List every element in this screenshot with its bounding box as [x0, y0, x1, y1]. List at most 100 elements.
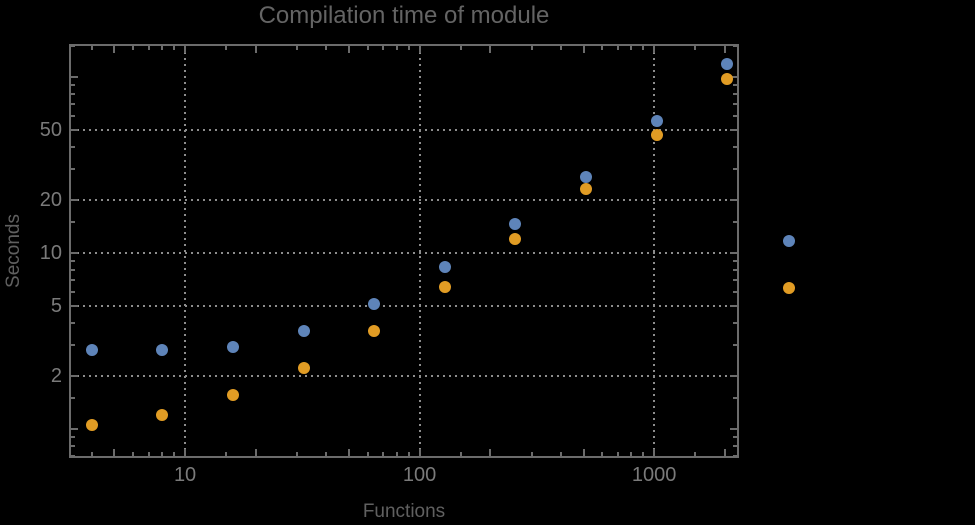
x-tick-bottom — [694, 452, 697, 456]
data-point-series-1-x2048 — [721, 58, 734, 71]
data-point-series-2-x512 — [579, 183, 592, 196]
x-tick-bottom — [254, 449, 257, 456]
data-point-series-1-x512 — [579, 170, 592, 183]
plot-frame — [69, 44, 739, 458]
x-tick-bottom — [407, 452, 410, 456]
x-tick-top — [382, 46, 385, 50]
x-tick-top — [630, 46, 633, 50]
y-tick-right — [733, 167, 737, 170]
x-tick-bottom — [582, 449, 585, 456]
x-tick-bottom — [395, 452, 398, 456]
y-tick-right — [733, 321, 737, 324]
x-tick-top — [348, 46, 350, 53]
x-tick-bottom — [382, 452, 385, 456]
data-point-series-2-x32 — [297, 362, 310, 375]
y-tick-right — [733, 268, 737, 271]
gridline-y-2 — [71, 374, 737, 377]
y-tick-right — [733, 220, 737, 223]
x-tick-top — [418, 46, 421, 53]
y-tick-right — [730, 374, 737, 377]
data-point-series-1-x128 — [438, 260, 451, 273]
data-point-series-1-x8 — [156, 343, 169, 356]
gridline-y-20 — [71, 198, 737, 201]
x-tick-bottom — [366, 452, 369, 456]
x-tick-bottom — [418, 449, 421, 456]
y-tick-right — [733, 84, 737, 86]
x-tick-top — [616, 46, 619, 50]
y-tick-left — [71, 198, 78, 201]
y-tick-right — [733, 343, 737, 346]
y-tick-right — [733, 45, 737, 47]
y-tick-left — [71, 374, 78, 377]
y-tick-right — [730, 198, 737, 201]
x-axis-label: Functions — [362, 501, 446, 522]
data-point-series-1-x256 — [509, 218, 522, 231]
x-tick-bottom — [530, 452, 533, 456]
data-point-series-2-x64 — [368, 324, 381, 337]
x-tick-top — [642, 46, 645, 50]
x-tick-label-100: 100 — [402, 464, 437, 486]
y-tick-right — [733, 259, 737, 262]
x-tick-top — [147, 46, 150, 50]
x-tick-bottom — [630, 452, 633, 456]
x-tick-label-10: 10 — [173, 464, 197, 486]
x-tick-top — [295, 46, 298, 50]
x-tick-top — [161, 46, 164, 50]
y-tick-right — [730, 251, 737, 254]
data-point-series-1-x16 — [226, 341, 239, 354]
x-tick-bottom — [147, 452, 150, 456]
y-tick-left — [71, 167, 75, 170]
y-tick-left — [71, 321, 75, 324]
y-tick-left — [71, 145, 75, 148]
x-tick-bottom — [348, 449, 350, 456]
x-tick-top — [694, 46, 697, 50]
x-tick-bottom — [132, 452, 135, 456]
x-tick-top — [225, 46, 228, 50]
x-tick-top — [459, 46, 462, 50]
y-tick-left — [71, 75, 78, 78]
x-tick-top — [113, 46, 116, 53]
x-tick-top — [601, 46, 604, 50]
data-point-series-2-x16 — [226, 389, 239, 402]
x-tick-bottom — [723, 449, 726, 456]
y-tick-right — [730, 75, 737, 78]
data-point-series-2-x2048 — [721, 73, 734, 86]
data-point-series-2-x128 — [438, 280, 451, 293]
x-tick-top — [173, 46, 176, 50]
y-tick-left — [71, 304, 78, 307]
x-tick-bottom — [559, 452, 562, 456]
x-tick-bottom — [173, 452, 176, 456]
gridline-y-10 — [71, 251, 737, 254]
y-tick-label-10: 10 — [39, 241, 62, 264]
y-tick-right — [730, 427, 737, 430]
x-tick-top — [530, 46, 533, 50]
x-tick-bottom — [653, 449, 656, 456]
y-tick-left — [71, 343, 75, 346]
gridline-x-10 — [184, 46, 187, 456]
x-tick-bottom — [601, 452, 604, 456]
y-tick-left — [71, 103, 75, 106]
data-point-series-1-x64 — [368, 298, 381, 311]
y-tick-left — [71, 454, 75, 457]
x-tick-bottom — [225, 452, 228, 456]
x-tick-top — [184, 46, 187, 53]
y-tick-left — [71, 427, 78, 430]
y-tick-left — [71, 84, 75, 86]
legend-marker-series-2 — [783, 282, 795, 294]
y-tick-right — [733, 454, 737, 457]
gridline-x-100 — [418, 46, 421, 456]
y-tick-right — [733, 114, 737, 117]
x-tick-top — [254, 46, 257, 53]
y-tick-left — [71, 435, 75, 438]
y-tick-left — [71, 251, 78, 254]
x-tick-label-1000: 1000 — [631, 464, 677, 486]
x-tick-top — [407, 46, 410, 50]
y-tick-left — [71, 220, 75, 223]
x-tick-bottom — [489, 449, 492, 456]
y-tick-left — [71, 45, 75, 47]
chart-title: Compilation time of module — [258, 2, 550, 29]
y-tick-right — [733, 435, 737, 438]
x-tick-top — [582, 46, 585, 53]
x-tick-bottom — [184, 449, 187, 456]
y-tick-left — [71, 259, 75, 262]
